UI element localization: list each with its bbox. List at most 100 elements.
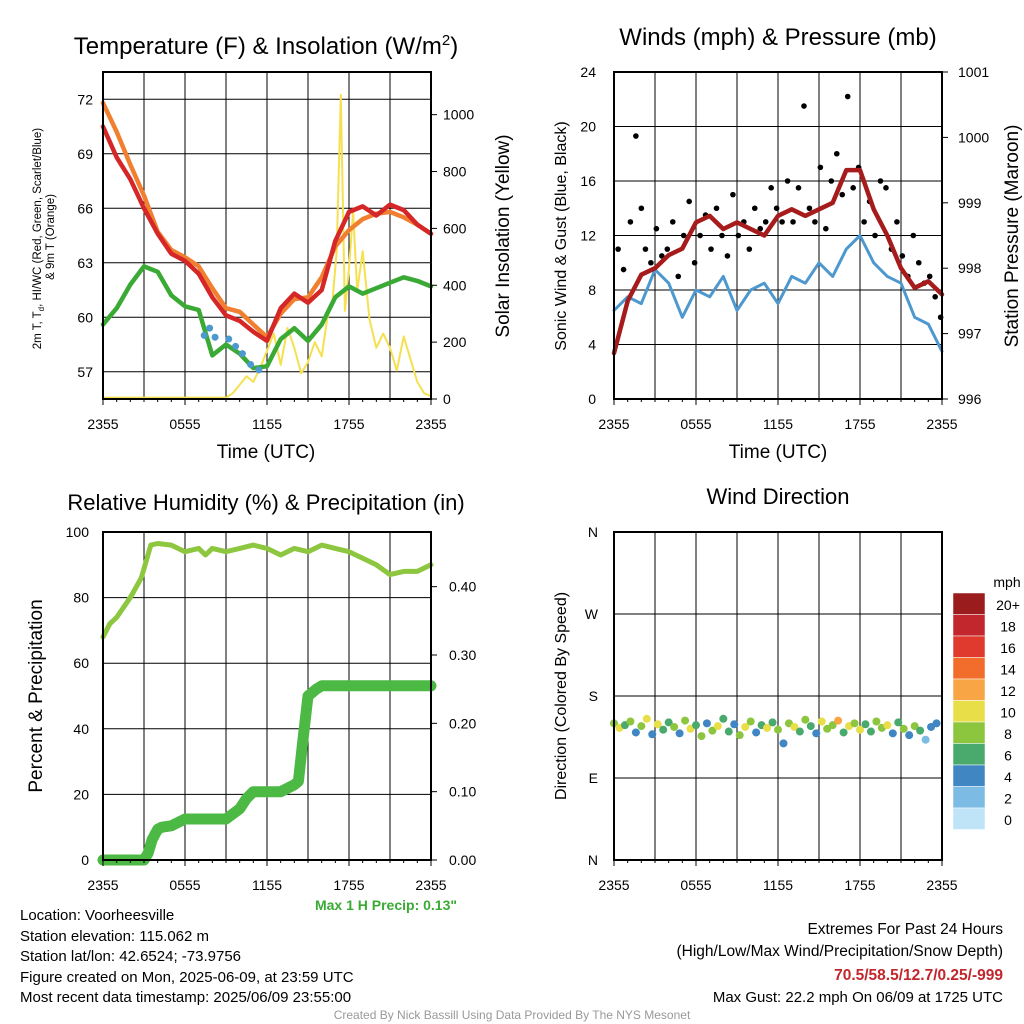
extremes-title: Extremes For Past 24 Hours xyxy=(807,921,1003,938)
gust-point xyxy=(894,219,900,225)
x-tick-label: 1755 xyxy=(333,877,364,893)
gust-point xyxy=(833,150,840,157)
direction-point xyxy=(894,718,903,727)
gust-point xyxy=(708,246,714,252)
gust-point xyxy=(768,185,774,191)
y-tick-label-left: 57 xyxy=(77,364,93,380)
colorbar-swatch xyxy=(952,764,986,787)
direction-point xyxy=(681,716,690,725)
direction-point xyxy=(626,717,635,726)
x-tick-label: 2355 xyxy=(598,416,629,432)
gust-point xyxy=(757,225,764,232)
gust-point xyxy=(932,294,938,300)
y-tick-label-left: N xyxy=(588,524,598,540)
direction-point xyxy=(648,730,657,739)
direction-point xyxy=(642,714,651,723)
direction-point xyxy=(675,729,684,738)
series-point-hi_wc xyxy=(238,350,246,358)
gust-point xyxy=(751,205,758,212)
direction-point xyxy=(697,732,706,741)
gust-point xyxy=(724,253,731,259)
temperature-ylabel-left: 2m T, Td, HI/WC (Red, Green, Scarlet/Blu… xyxy=(32,125,57,350)
direction-point xyxy=(664,718,673,727)
max-precip-annotation: Max 1 H Precip: 0.13" xyxy=(315,897,457,913)
gust-point xyxy=(784,178,791,184)
colorbar-swatch xyxy=(952,678,986,701)
gust-point xyxy=(713,205,720,212)
colorbar-label: 10 xyxy=(1000,705,1016,721)
winds-ticks: 2355 0555 1155 1755 235504812162024996997998… xyxy=(580,64,989,432)
gust-point xyxy=(801,103,807,109)
direction-point xyxy=(883,721,892,730)
y-tick-label-left: 20 xyxy=(580,119,596,135)
y-tick-label-left: 0 xyxy=(81,852,89,868)
x-tick-label: 1155 xyxy=(763,877,793,893)
wind-direction-grid xyxy=(614,531,942,861)
gust-point xyxy=(735,232,742,239)
colorbar-swatch xyxy=(952,614,986,637)
y-tick-label-left: 100 xyxy=(66,524,90,540)
y-tick-label-right: 0.30 xyxy=(449,647,476,663)
direction-point xyxy=(812,729,821,738)
colorbar-swatch xyxy=(952,657,986,680)
direction-point xyxy=(850,719,859,728)
direction-point xyxy=(817,717,826,726)
y-tick-label-left: 80 xyxy=(73,590,89,606)
y-tick-label-left: 4 xyxy=(588,337,596,353)
direction-point xyxy=(899,724,908,733)
gust-point xyxy=(795,185,802,191)
direction-point xyxy=(735,731,744,740)
gust-point xyxy=(872,232,878,239)
direction-point xyxy=(692,721,700,730)
direction-point xyxy=(856,725,864,734)
wind-direction-ylabel: Direction (Colored By Speed) xyxy=(553,592,570,800)
series-point-hi_wc xyxy=(232,342,240,350)
colorbar-label: 14 xyxy=(1000,662,1016,678)
max-gust-text: Max Gust: 22.2 mph On 06/09 at 1725 UTC xyxy=(713,989,1003,1006)
humidity-series xyxy=(97,541,437,866)
y-tick-label-left: 20 xyxy=(73,786,89,802)
station-elevation: Station elevation: 115.062 m xyxy=(20,927,210,945)
x-tick-label: 0555 xyxy=(169,416,200,432)
x-tick-label: 2355 xyxy=(598,877,629,893)
y-tick-label-left: 60 xyxy=(73,655,89,671)
direction-point xyxy=(631,728,640,737)
direction-point xyxy=(746,717,755,726)
gust-point xyxy=(806,205,813,212)
direction-point xyxy=(790,722,799,731)
gust-point xyxy=(686,198,692,205)
humidity-grid xyxy=(103,531,431,861)
x-tick-label: 2355 xyxy=(926,416,957,432)
temperature-ticks: 2355 0555 1155 1755 2355 57 60 63 66 69 72 0 200 400 6… xyxy=(77,91,474,432)
figure-created: Figure created on Mon, 2025-06-09, at 23… xyxy=(20,968,354,986)
gust-point xyxy=(817,164,824,171)
direction-point xyxy=(795,727,804,736)
direction-point xyxy=(779,739,788,748)
humidity-ylabel-left: Percent & Precipitation xyxy=(26,599,47,792)
series-line-precip xyxy=(97,680,437,866)
colorbar-label: 20+ xyxy=(996,597,1020,613)
direction-point xyxy=(670,722,679,731)
gust-point xyxy=(627,219,634,225)
colorbar-label: 16 xyxy=(1000,640,1016,656)
x-tick-label: 0555 xyxy=(680,877,711,893)
colorbar-label: 2 xyxy=(1004,791,1012,807)
gust-point xyxy=(850,185,856,191)
colorbar-label: 4 xyxy=(1004,769,1012,785)
direction-point xyxy=(774,725,782,734)
y-tick-label-right: 400 xyxy=(443,277,467,293)
y-tick-label-left: 72 xyxy=(77,91,93,107)
gust-point xyxy=(675,273,682,280)
station-info: Location: Voorheesville Station elevatio… xyxy=(20,906,354,1009)
direction-point xyxy=(653,720,662,729)
y-tick-label-right: 1000 xyxy=(958,129,989,145)
y-tick-label-left: 12 xyxy=(580,228,596,244)
direction-point xyxy=(713,722,722,731)
y-tick-label-left: 24 xyxy=(580,64,596,80)
gust-point xyxy=(730,191,736,198)
y-tick-label-right: 0 xyxy=(443,391,451,407)
winds-panel: Winds (mph) & Pressure (mb) 2355 0555 1155… xyxy=(553,24,1023,463)
gust-point xyxy=(648,259,654,266)
